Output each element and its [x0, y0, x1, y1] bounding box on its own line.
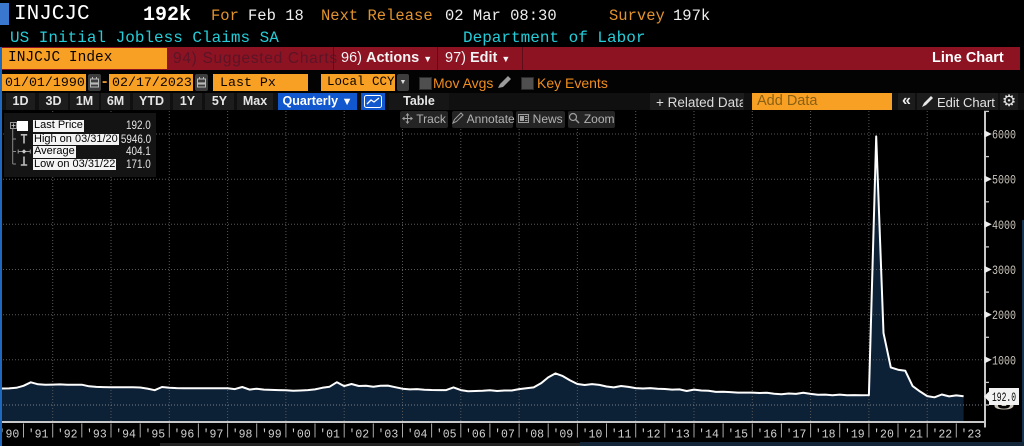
svg-text:4000: 4000	[992, 219, 1016, 233]
svg-text:'18: '18	[815, 429, 836, 442]
svg-text:'11: '11	[611, 429, 632, 442]
svg-text:'15: '15	[727, 429, 748, 442]
svg-text:'20: '20	[873, 429, 894, 442]
svg-text:'16: '16	[756, 429, 777, 442]
svg-text:3000: 3000	[992, 264, 1016, 278]
svg-text:'00: '00	[290, 429, 311, 442]
svg-text:'02: '02	[348, 429, 369, 442]
svg-text:'10: '10	[582, 429, 603, 442]
svg-text:'21: '21	[902, 429, 923, 442]
svg-text:192.0: 192.0	[992, 391, 1016, 405]
svg-text:'03: '03	[378, 429, 399, 442]
svg-text:'08: '08	[523, 429, 544, 442]
svg-text:'04: '04	[407, 429, 428, 442]
svg-text:'98: '98	[232, 429, 253, 442]
svg-text:'01: '01	[319, 429, 340, 442]
svg-text:'93: '93	[86, 429, 107, 442]
svg-text:6000: 6000	[992, 129, 1016, 143]
svg-text:'96: '96	[174, 429, 195, 442]
svg-text:'17: '17	[786, 429, 807, 442]
svg-text:1000: 1000	[992, 354, 1016, 368]
svg-text:'07: '07	[494, 429, 515, 442]
svg-text:'12: '12	[640, 429, 661, 442]
svg-text:'05: '05	[436, 429, 457, 442]
svg-text:'90: '90	[0, 429, 19, 442]
svg-text:'23: '23	[961, 429, 982, 442]
svg-text:'13: '13	[669, 429, 690, 442]
svg-text:'09: '09	[552, 429, 573, 442]
svg-text:'99: '99	[261, 429, 282, 442]
svg-text:'95: '95	[144, 429, 165, 442]
svg-text:'19: '19	[844, 429, 865, 442]
svg-text:'94: '94	[115, 429, 136, 442]
svg-text:'92: '92	[57, 429, 78, 442]
svg-text:'14: '14	[698, 429, 719, 442]
svg-text:'97: '97	[203, 429, 224, 442]
svg-text:5000: 5000	[992, 174, 1016, 188]
svg-text:'91: '91	[28, 429, 49, 442]
svg-text:'06: '06	[465, 429, 486, 442]
svg-text:2000: 2000	[992, 309, 1016, 323]
svg-text:'22: '22	[931, 429, 952, 442]
